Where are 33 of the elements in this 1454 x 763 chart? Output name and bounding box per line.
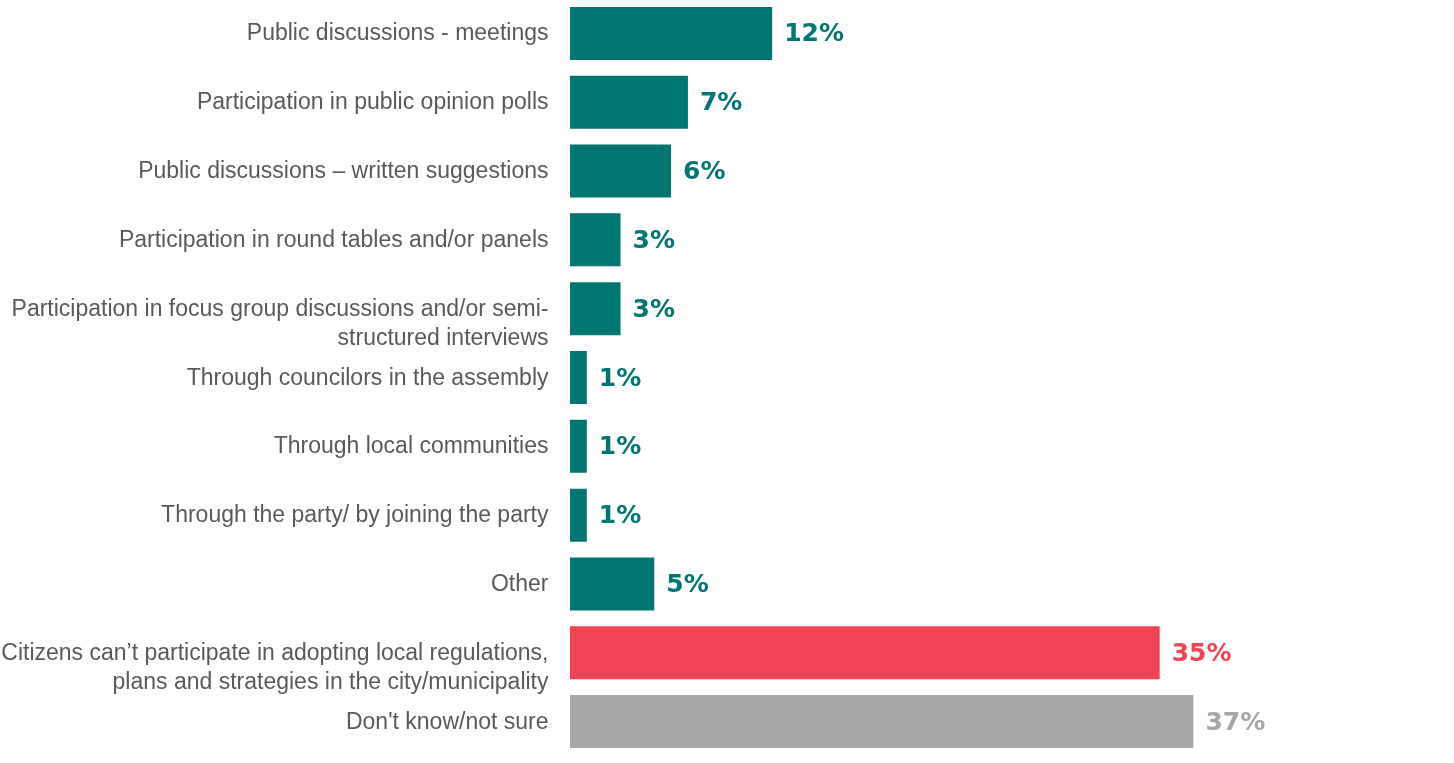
data-label: 37% bbox=[1205, 706, 1266, 736]
y-tick-label: Other bbox=[490, 569, 549, 596]
y-tick-label: Through the party/ by joining the party bbox=[161, 501, 549, 528]
data-label: 1% bbox=[598, 362, 642, 392]
data-label: 12% bbox=[784, 18, 845, 48]
y-tick-label: Public discussions – written suggestions bbox=[138, 157, 549, 184]
y-tick-label: Participation in public opinion polls bbox=[196, 88, 549, 115]
y-tick-label: Public discussions - meetings bbox=[246, 19, 549, 46]
data-label: 7% bbox=[699, 87, 743, 117]
data-label: 3% bbox=[632, 293, 675, 323]
data-label: 3% bbox=[632, 224, 675, 254]
bar bbox=[570, 626, 1160, 680]
data-label: 1% bbox=[598, 431, 642, 461]
data-label: 1% bbox=[598, 500, 642, 530]
y-tick-label: Don't know/not sure bbox=[345, 707, 549, 734]
bar bbox=[570, 282, 621, 336]
bar bbox=[570, 557, 655, 611]
data-label: 5% bbox=[666, 568, 709, 598]
bar bbox=[570, 351, 587, 404]
y-tick-label: Through councilors in the assembly bbox=[186, 363, 549, 390]
y-tick-label: Participation in round tables and/or panels bbox=[118, 225, 549, 252]
bar bbox=[570, 488, 587, 542]
bar bbox=[570, 213, 621, 267]
bar bbox=[570, 6, 773, 60]
y-tick-label: Participation in focus group discussions and/or semi-structured interviews bbox=[11, 294, 549, 350]
bar bbox=[570, 144, 672, 198]
y-tick-label: Citizens can’t participate in adopting local regulations, plans and strategies in the city/municipality bbox=[1, 638, 549, 694]
y-tick-label: Through local communities bbox=[273, 432, 549, 459]
data-label: 35% bbox=[1171, 637, 1232, 667]
bar bbox=[570, 695, 1194, 749]
bar bbox=[570, 75, 688, 129]
data-label: 6% bbox=[683, 156, 726, 186]
bar bbox=[570, 419, 587, 473]
